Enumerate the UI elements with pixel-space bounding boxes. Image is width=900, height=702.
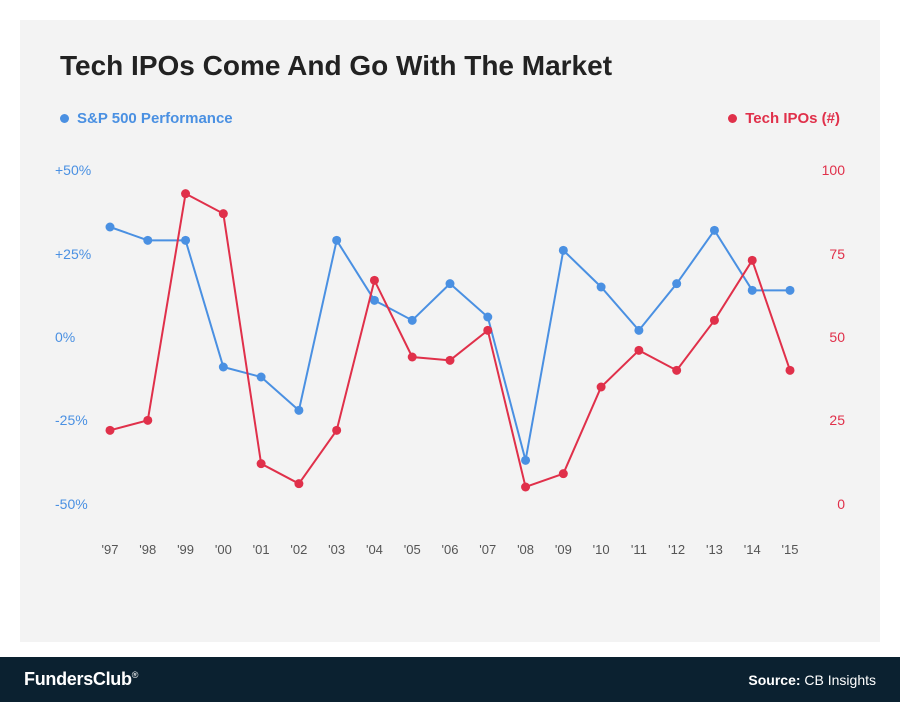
x-tick: '09 (555, 542, 572, 557)
footer-bar: FundersClub® Source: CB Insights (0, 657, 900, 702)
series-marker (257, 459, 266, 468)
x-tick: '02 (290, 542, 307, 557)
plot-wrap: +50%+25%0%-25%-50% 1007550250 '97'98'99'… (60, 137, 840, 577)
source-value: CB Insights (804, 672, 876, 688)
x-tick: '11 (631, 542, 647, 557)
series-marker (408, 316, 417, 325)
series-marker (181, 189, 190, 198)
x-tick: '10 (593, 542, 610, 557)
x-tick: '04 (366, 542, 383, 557)
x-tick: '13 (706, 542, 723, 557)
series-marker (634, 346, 643, 355)
y-tick: 50 (795, 329, 845, 345)
x-axis: '97'98'99'00'01'02'03'04'05'06'07'08'09'… (110, 542, 790, 572)
legend-dot-sp500 (60, 114, 69, 123)
brand: FundersClub® (24, 669, 138, 690)
series-marker (370, 276, 379, 285)
series-marker (748, 286, 757, 295)
x-tick: '06 (442, 542, 459, 557)
chart-frame: Tech IPOs Come And Go With The Market S&… (0, 0, 900, 702)
legend-dot-ipos (728, 114, 737, 123)
series-marker (748, 256, 757, 265)
series-marker (332, 236, 341, 245)
series-marker (143, 416, 152, 425)
legend-label-sp500: S&P 500 Performance (77, 110, 233, 127)
series-marker (332, 426, 341, 435)
x-tick: '99 (177, 542, 194, 557)
source: Source: CB Insights (748, 672, 876, 688)
brand-suffix: ® (132, 670, 138, 680)
y-tick: +50% (55, 162, 105, 178)
series-marker (710, 316, 719, 325)
plot-svg (110, 137, 790, 537)
x-tick: '01 (253, 542, 270, 557)
series-marker (786, 286, 795, 295)
y-tick: 0% (55, 329, 105, 345)
y-tick: 75 (795, 246, 845, 262)
brand-name: FundersClub (24, 669, 132, 689)
legend: S&P 500 Performance Tech IPOs (#) (60, 110, 840, 127)
series-marker (106, 426, 115, 435)
x-tick: '07 (479, 542, 496, 557)
series-line (110, 227, 790, 460)
series-marker (597, 383, 606, 392)
series-marker (597, 283, 606, 292)
plot (110, 137, 790, 537)
y-tick: -50% (55, 496, 105, 512)
series-marker (219, 209, 228, 218)
series-marker (257, 373, 266, 382)
series-marker (106, 223, 115, 232)
series-marker (181, 236, 190, 245)
y-axis-left: +50% +25% 0% -25% -50% (55, 137, 105, 537)
x-tick: '14 (744, 542, 761, 557)
x-tick: '05 (404, 542, 421, 557)
legend-label-ipos: Tech IPOs (#) (745, 110, 840, 127)
y-tick: 0 (795, 496, 845, 512)
series-line (110, 194, 790, 487)
series-marker (446, 279, 455, 288)
series-marker (483, 326, 492, 335)
y-tick: -25% (55, 412, 105, 428)
y-tick: 100 (795, 162, 845, 178)
series-marker (294, 479, 303, 488)
y-tick: 25 (795, 412, 845, 428)
series-marker (559, 246, 568, 255)
series-marker (408, 353, 417, 362)
series-marker (710, 226, 719, 235)
x-tick: '12 (668, 542, 685, 557)
x-tick: '98 (139, 542, 156, 557)
x-tick: '15 (782, 542, 799, 557)
source-label: Source: (748, 672, 800, 688)
x-tick: '97 (102, 542, 119, 557)
series-marker (370, 296, 379, 305)
chart-area: Tech IPOs Come And Go With The Market S&… (20, 20, 880, 642)
series-marker (483, 313, 492, 322)
series-marker (143, 236, 152, 245)
series-marker (294, 406, 303, 415)
series-marker (634, 326, 643, 335)
y-tick: +25% (55, 246, 105, 262)
x-tick: '08 (517, 542, 534, 557)
y-axis-right: 100 75 50 25 0 (795, 137, 845, 537)
chart-title: Tech IPOs Come And Go With The Market (60, 50, 840, 82)
legend-item-ipos: Tech IPOs (#) (728, 110, 840, 127)
series-marker (521, 456, 530, 465)
series-marker (559, 469, 568, 478)
series-marker (446, 356, 455, 365)
legend-item-sp500: S&P 500 Performance (60, 110, 233, 127)
x-tick: '00 (215, 542, 232, 557)
series-marker (672, 366, 681, 375)
x-tick: '03 (328, 542, 345, 557)
series-marker (786, 366, 795, 375)
series-marker (219, 363, 228, 372)
series-marker (672, 279, 681, 288)
series-marker (521, 483, 530, 492)
